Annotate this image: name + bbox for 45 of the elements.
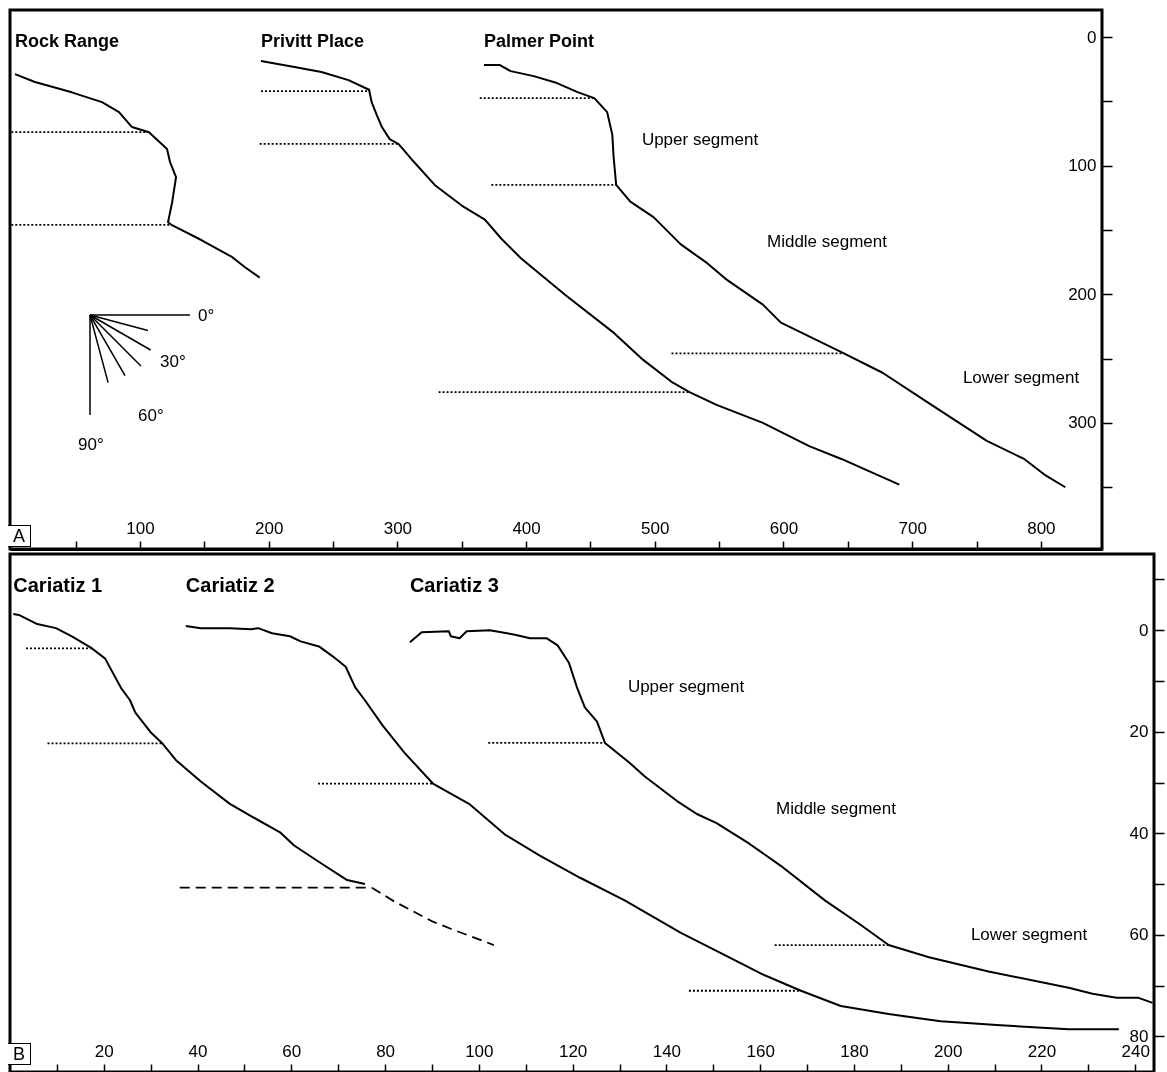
annotation: B xyxy=(8,1043,32,1065)
x-tick-label: 220 xyxy=(1027,1041,1057,1061)
x-tick-label: 400 xyxy=(512,518,541,538)
x-tick-label: 100 xyxy=(465,1041,494,1061)
annotation: 90° xyxy=(78,435,104,454)
x-tick-label: 20 xyxy=(94,1041,114,1061)
annotation: 0° xyxy=(198,306,215,325)
series-label: Rock Range xyxy=(15,31,120,51)
x-tick-label: 60 xyxy=(282,1041,302,1061)
annotation: Upper segment xyxy=(627,677,745,696)
x-tick-label: 160 xyxy=(746,1041,775,1061)
x-tick-label: 120 xyxy=(558,1041,588,1061)
series-label: Palmer Point xyxy=(483,31,595,51)
annotation: Upper segment xyxy=(641,130,759,149)
y-tick-label: 0 xyxy=(1139,620,1149,640)
annotation: Lower segment xyxy=(962,368,1080,387)
series-label: Cariatiz 1 xyxy=(13,574,103,596)
annotation: A xyxy=(8,525,32,547)
x-tick-label: 80 xyxy=(376,1041,396,1061)
x-tick-label: 600 xyxy=(769,518,799,538)
x-tick-label: 200 xyxy=(934,1041,963,1061)
x-tick-label: 200 xyxy=(254,518,284,538)
x-tick-label: 800 xyxy=(1027,518,1056,538)
series-label: Privitt Place xyxy=(260,31,365,51)
annotation: Middle segment xyxy=(775,799,897,818)
x-tick-label: 100 xyxy=(126,518,155,538)
annotation: Middle segment xyxy=(766,232,888,251)
series-label: Cariatiz 2 xyxy=(185,574,275,596)
x-tick-label: 40 xyxy=(188,1041,208,1061)
y-tick-label: 60 xyxy=(1129,925,1149,945)
annotation: 60° xyxy=(138,406,164,425)
annotation: Lower segment xyxy=(970,925,1088,944)
y-tick-label: 300 xyxy=(1068,413,1097,433)
x-tick-label: 700 xyxy=(898,518,927,538)
annotation: 30° xyxy=(160,352,186,371)
series-label: Cariatiz 3 xyxy=(409,574,499,596)
y-tick-label: 40 xyxy=(1129,823,1149,843)
x-tick-label: 500 xyxy=(641,518,670,538)
y-tick-label: 200 xyxy=(1068,284,1097,304)
x-tick-label: 300 xyxy=(383,518,413,538)
x-tick-label: 180 xyxy=(840,1041,869,1061)
y-tick-label: 20 xyxy=(1129,722,1149,742)
y-tick-label: 0 xyxy=(1087,27,1097,47)
x-tick-label: 140 xyxy=(652,1041,682,1061)
y-tick-label: 100 xyxy=(1068,156,1097,176)
